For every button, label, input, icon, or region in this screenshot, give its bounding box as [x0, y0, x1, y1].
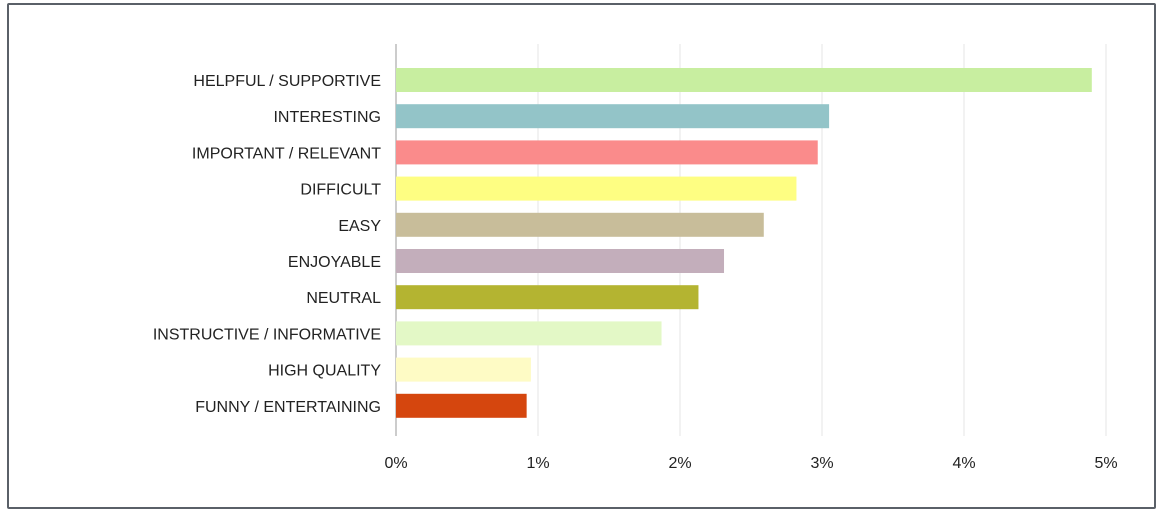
bar — [396, 321, 662, 346]
bar — [396, 140, 818, 165]
bars — [396, 68, 1092, 418]
bar — [396, 285, 699, 310]
category-label: INSTRUCTIVE / INFORMATIVE — [153, 326, 381, 343]
category-label: ENJOYABLE — [288, 254, 381, 271]
category-label: IMPORTANT / RELEVANT — [192, 145, 381, 162]
x-tick-label: 3% — [810, 455, 833, 472]
x-tick-label: 2% — [668, 455, 691, 472]
category-labels: HELPFUL / SUPPORTIVE INTERESTING IMPORTANT… — [153, 73, 381, 416]
category-label: HIGH QUALITY — [268, 363, 381, 380]
x-tick-label: 5% — [1094, 455, 1117, 472]
category-label: FUNNY / ENTERTAINING — [195, 399, 381, 416]
x-tick-labels: 0% 1% 2% 3% 4% 5% — [384, 455, 1117, 472]
category-label: HELPFUL / SUPPORTIVE — [193, 73, 381, 90]
bar — [396, 212, 764, 237]
category-label: INTERESTING — [273, 109, 381, 126]
bar — [396, 249, 725, 273]
bar — [396, 68, 1092, 92]
category-label: DIFFICULT — [300, 182, 381, 199]
x-tick-label: 4% — [952, 455, 975, 472]
category-label: NEUTRAL — [306, 290, 381, 307]
bar — [396, 176, 797, 201]
category-label: EASY — [338, 218, 381, 235]
bar — [396, 357, 531, 382]
x-tick-label: 1% — [526, 455, 549, 472]
bar — [396, 393, 527, 418]
x-tick-label: 0% — [384, 455, 407, 472]
bar — [396, 104, 830, 129]
